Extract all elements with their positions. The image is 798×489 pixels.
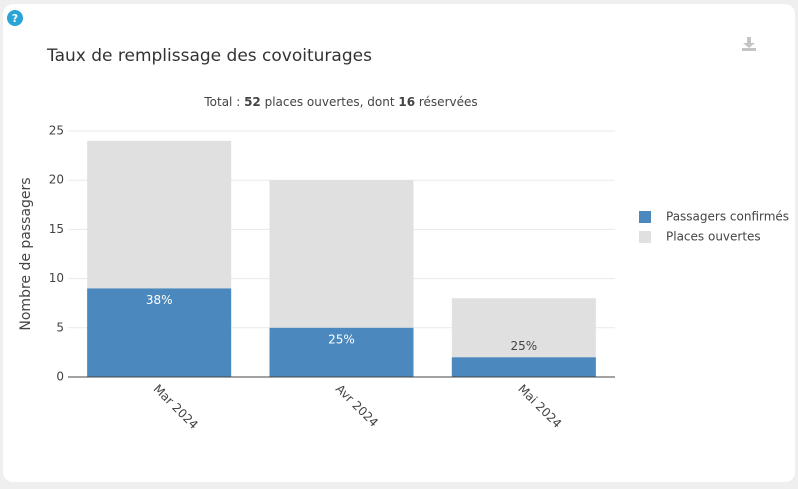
subtitle-part: places ouvertes, dont — [261, 95, 399, 109]
x-tick-label: Mar 2024 — [151, 382, 201, 432]
bar — [87, 288, 232, 377]
legend-swatch — [639, 231, 651, 243]
subtitle-part: réservées — [415, 95, 478, 109]
y-axis-title: Nombre de passagers — [18, 177, 34, 330]
legend-label: Places ouvertes — [666, 230, 761, 244]
x-tick-label: Mai 2024 — [515, 382, 564, 431]
subtitle-part: 16 — [398, 95, 415, 109]
y-tick-label: 0 — [56, 370, 64, 384]
bar-label: 25% — [328, 332, 355, 346]
y-tick-label: 10 — [49, 271, 64, 285]
help-icon[interactable]: ? — [7, 10, 23, 26]
chart-subtitle: Total : 52 places ouvertes, dont 16 rése… — [203, 95, 477, 109]
y-tick-label: 20 — [49, 173, 64, 187]
download-icon[interactable] — [742, 37, 756, 51]
svg-text:?: ? — [12, 12, 18, 25]
bar — [269, 327, 414, 377]
y-tick-label: 15 — [49, 222, 64, 236]
y-tick-label: 25 — [49, 124, 64, 138]
subtitle-part: 52 — [244, 95, 261, 109]
legend-swatch — [639, 211, 651, 223]
subtitle-part: Total : — [203, 95, 244, 109]
x-tick-label: Avr 2024 — [333, 382, 381, 430]
chart-title: Taux de remplissage des covoiturages — [46, 46, 372, 66]
bar-label: 25% — [510, 339, 537, 353]
legend-label: Passagers confirmés — [666, 210, 789, 224]
bar — [451, 357, 596, 377]
bar-label: 38% — [146, 293, 173, 307]
y-tick-label: 5 — [56, 320, 64, 334]
